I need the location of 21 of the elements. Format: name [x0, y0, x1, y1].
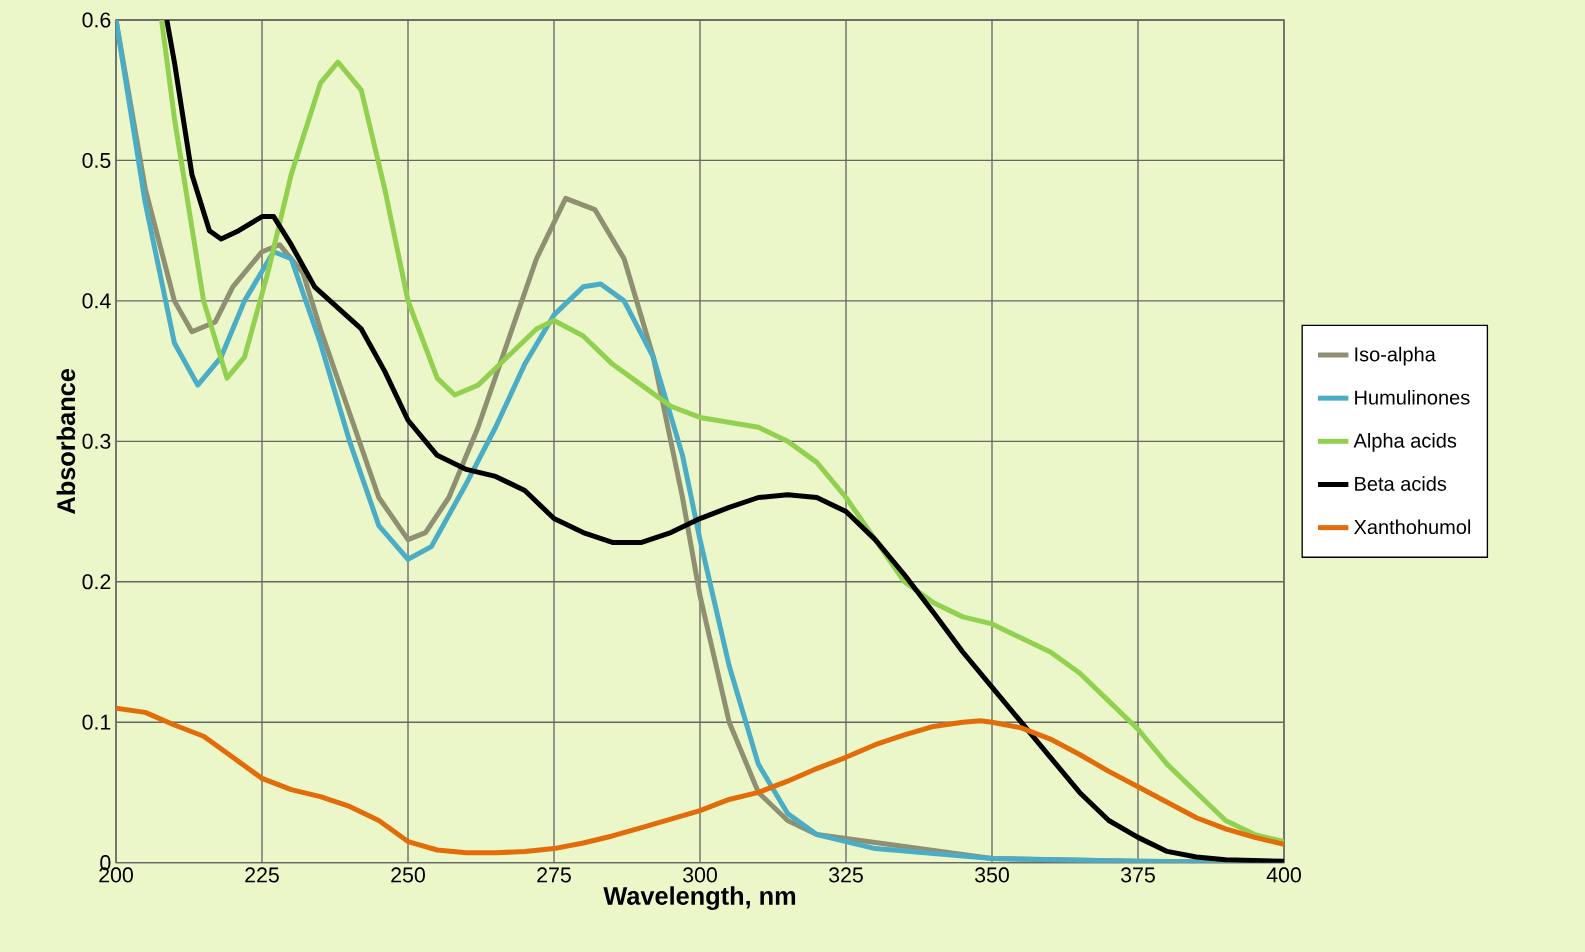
x-tick-label: 350 [975, 867, 1009, 883]
y-tick-label: 0.4 [82, 293, 111, 309]
x-tick-label: 375 [1121, 867, 1155, 883]
legend-label: Alpha acids [1353, 433, 1457, 452]
x-tick-label: 250 [391, 867, 425, 883]
y-tick-label: 0.5 [82, 152, 111, 168]
y-tick-label: 0.1 [82, 714, 111, 730]
y-axis-title: Absorbance [56, 368, 76, 514]
x-tick-label: 325 [829, 867, 863, 883]
x-tick-label: 400 [1266, 867, 1301, 883]
legend-label: Iso-alpha [1355, 346, 1436, 366]
legend-label: Xanthohumol [1353, 519, 1471, 535]
x-axis-title: Wavelength, nm [603, 886, 796, 911]
x-tick-label: 225 [245, 867, 279, 883]
legend-label: Humulinones [1355, 389, 1470, 405]
y-tick-label: 0.6 [82, 12, 111, 28]
y-tick-label: 0.3 [82, 433, 111, 449]
x-tick-label: 275 [537, 867, 571, 883]
legend-label: Beta acids [1355, 476, 1447, 491]
y-tick-label: 0.2 [82, 574, 111, 590]
x-tick-label: 300 [683, 867, 717, 883]
